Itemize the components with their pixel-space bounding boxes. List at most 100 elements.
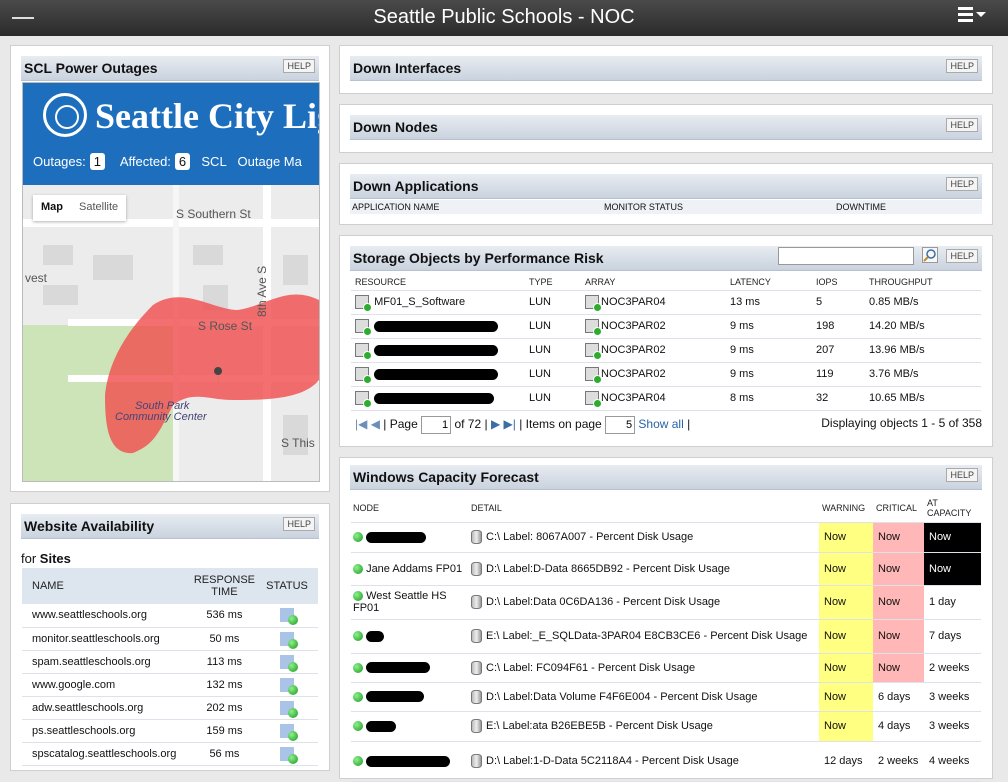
array-cell[interactable]: NOC3PAR04 [584,290,729,315]
node-cell[interactable] [351,619,470,654]
table-row[interactable]: LUN NOC3PAR02 9 ms 119 3.76 MB/s [351,362,981,387]
array-name[interactable]: NOC3PAR02 [601,343,666,356]
help-button[interactable]: HELP [946,59,978,73]
table-row[interactable]: E:\ Label:_E_SQLData-3PAR04 E8CB3CE6 - P… [351,619,981,654]
node-cell[interactable]: Jane Addams FP01 [351,552,470,586]
show-all-link[interactable]: Show all [638,417,684,431]
detail-text[interactable]: D:\ Label:Data Volume F4F6E004 - Percent… [486,690,758,703]
resource-cell[interactable] [351,362,528,387]
detail-cell[interactable]: D:\ Label:D-Data 8665DB92 - Percent Disk… [470,552,819,586]
node-name[interactable]: Jane Addams FP01 [366,562,463,575]
array-cell[interactable]: NOC3PAR02 [584,338,729,363]
help-button[interactable]: HELP [283,517,315,531]
last-page-icon[interactable]: ▶| [503,417,516,431]
table-row[interactable]: Jane Addams FP01 D:\ Label:D-Data 8665DB9… [351,552,981,586]
detail-cell[interactable]: D:\ Label:1-D-Data 5C2118A4 - Percent Di… [470,741,819,782]
table-row[interactable]: LUN NOC3PAR04 8 ms 32 10.65 MB/s [351,386,981,411]
array-cell[interactable]: NOC3PAR02 [584,314,729,339]
resource-cell[interactable] [351,386,528,411]
detail-cell[interactable]: C:\ Label: 8067A007 - Percent Disk Usage [470,522,819,553]
collapse-icon[interactable] [12,17,34,19]
array-cell[interactable]: NOC3PAR02 [584,362,729,387]
col-warning: WARNING [819,494,873,523]
table-row[interactable]: West Seattle HS FP01 D:\ Label:Data 0C6DA… [351,585,981,620]
next-page-icon[interactable]: ▶ [490,417,501,431]
help-button[interactable]: HELP [946,468,978,482]
array-name[interactable]: NOC3PAR04 [601,295,666,308]
site-name[interactable]: ps.seattleschools.org [32,724,136,737]
map-view[interactable]: Map Satellite S Southern St S Rose St 8th… [23,185,319,481]
help-button[interactable]: HELP [946,118,978,132]
map-tab[interactable]: Map [41,201,63,213]
help-button[interactable]: HELP [946,177,978,191]
table-row[interactable]: spscatalog.seattleschools.org 56 ms [22,742,318,765]
search-icon[interactable] [922,247,938,263]
resource-cell[interactable]: MF01_S_Software [351,290,528,315]
col-array: ARRAY [584,274,729,291]
detail-cell[interactable]: E:\ Label:ata B26EBE5B - Percent Disk Us… [470,711,819,742]
detail-text[interactable]: E:\ Label:_E_SQLData-3PAR04 E8CB3CE6 - P… [486,629,808,642]
table-row[interactable]: C:\ Label: 8067A007 - Percent Disk Usage… [351,522,981,553]
page-input[interactable] [421,416,452,434]
table-row[interactable]: D:\ Label:Data Volume F4F6E004 - Percent… [351,682,981,712]
help-button[interactable]: HELP [946,249,978,263]
site-name[interactable]: spscatalog.seattleschools.org [32,747,177,760]
detail-cell[interactable]: D:\ Label:Data Volume F4F6E004 - Percent… [470,682,819,712]
detail-text[interactable]: D:\ Label:D-Data 8665DB92 - Percent Disk… [486,562,730,575]
table-row[interactable]: MF01_S_Software LUN NOC3PAR04 13 ms 5 0.85 MB… [351,290,981,315]
status-up-icon [280,723,298,741]
detail-cell[interactable]: E:\ Label:_E_SQLData-3PAR04 E8CB3CE6 - P… [470,619,819,654]
table-row[interactable]: ps.seattleschools.org 159 ms [22,719,318,742]
node-cell[interactable]: West Seattle HS FP01 [351,585,470,620]
status-cell [256,650,318,673]
site-name[interactable]: monitor.seattleschools.org [32,632,160,645]
site-name[interactable]: www.google.com [32,678,116,691]
detail-text[interactable]: D:\ Label:Data 0C6DA136 - Percent Disk U… [486,595,721,608]
resource-cell[interactable] [351,338,528,363]
outage-map-link[interactable]: Outage Ma [237,154,302,169]
scl-link[interactable]: SCL [201,154,227,169]
node-cell[interactable] [351,522,470,553]
array-name[interactable]: NOC3PAR02 [601,367,666,380]
warning-cell: 12 days [819,741,873,782]
detail-text[interactable]: C:\ Label: FC094F61 - Percent Disk Usage [486,661,696,674]
node-name[interactable]: West Seattle HS FP01 [353,590,447,614]
node-cell[interactable] [351,682,470,712]
detail-text[interactable]: E:\ Label:ata B26EBE5B - Percent Disk Us… [486,719,713,732]
disk-icon [471,530,482,544]
detail-text[interactable]: D:\ Label:1-D-Data 5C2118A4 - Percent Di… [486,754,739,767]
menu-icon[interactable] [958,7,988,27]
outage-map-widget[interactable]: Seattle City Light Outages:1 Affected:6 … [22,82,320,482]
storage-search-input[interactable] [778,247,914,265]
array-cell[interactable]: NOC3PAR04 [584,386,729,411]
node-cell[interactable] [351,653,470,683]
table-row[interactable]: LUN NOC3PAR02 9 ms 207 13.96 MB/s [351,338,981,363]
table-row[interactable]: adw.seattleschools.org 202 ms [22,696,318,719]
resource-cell[interactable] [351,314,528,339]
detail-cell[interactable]: D:\ Label:Data 0C6DA136 - Percent Disk U… [470,585,819,620]
site-name[interactable]: spam.seattleschools.org [32,655,151,668]
table-row[interactable]: www.google.com 132 ms [22,673,318,696]
table-row[interactable]: D:\ Label:1-D-Data 5C2118A4 - Percent Di… [351,741,981,782]
site-name[interactable]: www.seattleschools.org [32,609,147,622]
node-cell[interactable] [351,711,470,742]
array-name[interactable]: NOC3PAR04 [601,391,666,404]
prev-page-icon[interactable]: ◀ [370,417,380,431]
capacity-cell: Now [924,522,981,553]
detail-text[interactable]: C:\ Label: 8067A007 - Percent Disk Usage [486,530,694,543]
table-row[interactable]: C:\ Label: FC094F61 - Percent Disk Usage… [351,653,981,683]
first-page-icon[interactable]: |◀ [355,417,368,431]
help-button[interactable]: HELP [283,59,315,73]
table-row[interactable]: monitor.seattleschools.org 50 ms [22,627,318,650]
table-row[interactable]: www.seattleschools.org 536 ms [22,604,318,627]
site-name[interactable]: adw.seattleschools.org [32,701,144,714]
table-row[interactable]: spam.seattleschools.org 113 ms [22,650,318,673]
array-name[interactable]: NOC3PAR02 [601,319,666,332]
resource-name[interactable]: MF01_S_Software [374,295,466,308]
items-input[interactable] [605,416,636,434]
satellite-tab[interactable]: Satellite [79,201,119,213]
table-row[interactable]: LUN NOC3PAR02 9 ms 198 14.20 MB/s [351,314,981,339]
detail-cell[interactable]: C:\ Label: FC094F61 - Percent Disk Usage [470,653,819,683]
node-cell[interactable] [351,741,470,782]
table-row[interactable]: E:\ Label:ata B26EBE5B - Percent Disk Us… [351,711,981,742]
